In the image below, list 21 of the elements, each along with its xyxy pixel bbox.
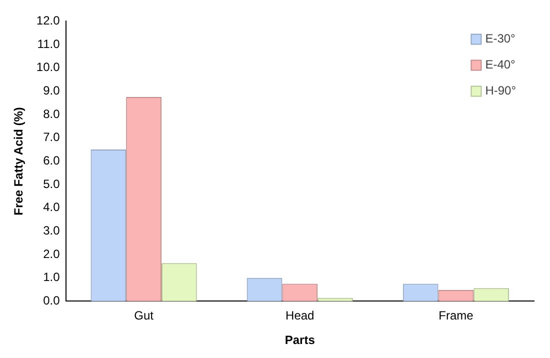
y-tick-label: 4.0: [43, 200, 60, 214]
y-tick-label: 11.0: [37, 36, 60, 51]
y-tick-label: 2.0: [43, 246, 60, 261]
y-tick-label: 1.0: [43, 270, 60, 284]
legend-label: H-90°: [485, 84, 516, 98]
x-tick-label: Gut: [134, 308, 154, 323]
x-tick-label: Head: [286, 308, 314, 323]
y-axis-title: Free Fatty Acid (%): [12, 107, 26, 216]
y-tick-label: 10.0: [36, 60, 60, 74]
y-tick-label: 5.0: [43, 176, 60, 191]
y-tick-label: 6.0: [43, 154, 60, 168]
y-tick-label: 9.0: [43, 84, 60, 98]
x-axis-title: Parts: [284, 333, 316, 348]
legend-label: E-30°: [485, 32, 516, 46]
y-tick-label: 8.0: [43, 106, 60, 121]
y-tick-label: 12.0: [36, 14, 60, 28]
y-tick-label: 0.0: [43, 294, 60, 308]
legend-label: E-40°: [485, 58, 516, 72]
y-tick-label: 3.0: [43, 224, 60, 238]
x-tick-label: Frame: [438, 308, 474, 323]
y-tick-label: 7.0: [43, 130, 60, 144]
